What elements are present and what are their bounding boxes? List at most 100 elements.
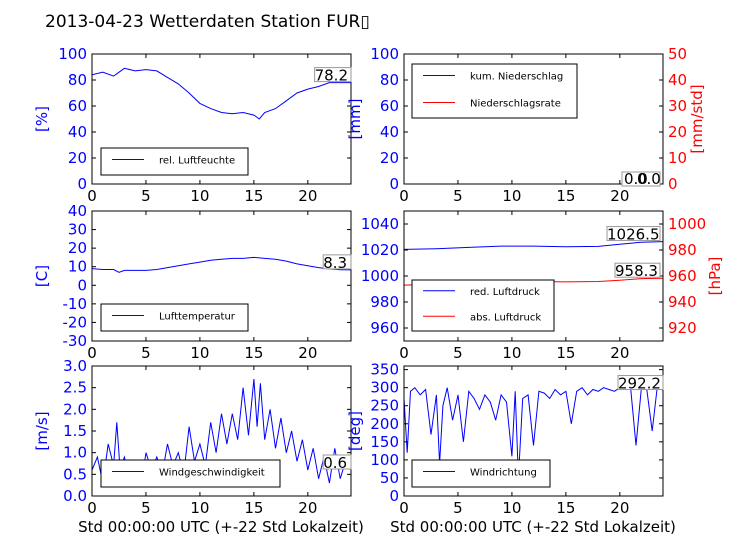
y-tick-label: 2.5 bbox=[63, 379, 87, 397]
annotation-box bbox=[314, 67, 352, 83]
legend-label: Windgeschwindigkeit bbox=[159, 468, 265, 479]
legend-box bbox=[100, 303, 249, 332]
y-tick-label: 40 bbox=[380, 123, 399, 141]
annotation-value: 292.2 bbox=[618, 375, 661, 393]
x-tick-label: 15 bbox=[556, 499, 575, 517]
annotation-box bbox=[322, 254, 352, 270]
x-axis-label-right: Std 00:00:00 UTC (+-22 Std Lokalzeit) bbox=[390, 518, 676, 536]
legend-label: Windrichtung bbox=[470, 468, 537, 479]
x-tick-label: 10 bbox=[190, 344, 209, 362]
x-tick-label: 0 bbox=[399, 499, 409, 517]
y-tick-label: 200 bbox=[370, 415, 399, 433]
legend-label: rel. Luftfeuchte bbox=[159, 156, 235, 167]
axes-frame bbox=[91, 210, 352, 342]
y-tick-label: -20 bbox=[63, 313, 88, 331]
legend-box bbox=[100, 459, 281, 488]
y2-tick-label: 20 bbox=[668, 123, 687, 141]
y-tick-label: 60 bbox=[68, 97, 87, 115]
x-tick-label: 20 bbox=[610, 187, 629, 205]
y-tick-label: 1.5 bbox=[63, 422, 87, 440]
y-axis-label: [m/s] bbox=[33, 411, 51, 450]
annotation-value: 1026.5 bbox=[607, 226, 660, 244]
y2-tick-label: 920 bbox=[668, 319, 697, 337]
y-tick-label: 350 bbox=[370, 361, 399, 379]
x-tick-label: 5 bbox=[141, 344, 151, 362]
x-tick-label: 0 bbox=[399, 344, 409, 362]
x-tick-label: 10 bbox=[502, 187, 521, 205]
annotation-value-2: 0.0 bbox=[637, 170, 661, 188]
x-tick-label: 5 bbox=[453, 187, 463, 205]
legend-label: abs. Luftdruck bbox=[470, 312, 541, 323]
y-axis-label: [%] bbox=[33, 106, 51, 132]
annotation-value-2: 958.3 bbox=[615, 262, 658, 280]
series-line-temperature-0 bbox=[92, 256, 351, 273]
axes-frame bbox=[403, 365, 664, 497]
y-tick-label: 1.0 bbox=[63, 444, 87, 462]
legend-box bbox=[411, 63, 578, 119]
y-tick-label: 3.0 bbox=[63, 357, 87, 375]
x-tick-label: 20 bbox=[610, 344, 629, 362]
series-line-pressure-0 bbox=[404, 241, 663, 250]
x-axis-label-left: Std 00:00:00 UTC (+-22 Std Lokalzeit) bbox=[78, 518, 364, 536]
x-tick-label: 20 bbox=[610, 499, 629, 517]
subplot-humidity: 0 5 10 15 20 0 20 40 60 80 100 [%] 78.2 rel. Luftfeuc… bbox=[33, 45, 352, 205]
subplot-winddir: 0 5 10 15 20050100150200250300350[deg]292.2W… bbox=[346, 361, 664, 517]
y-tick-label: 80 bbox=[68, 71, 87, 89]
y-axis-label: [hPa] bbox=[706, 257, 724, 296]
x-tick-label: 15 bbox=[244, 499, 263, 517]
x-tick-label: 0 bbox=[87, 499, 97, 517]
y-tick-label: 2.0 bbox=[63, 400, 87, 418]
y2-tick-label: 0 bbox=[668, 175, 678, 193]
y-tick-label: 20 bbox=[380, 149, 399, 167]
subplot-precip: 0 5 10 15 20 0 20 40 60 80 100 0 10 20 30 40 50 [mm] [mm/s… bbox=[346, 45, 706, 205]
legend-label: red. Luftdruck bbox=[470, 287, 540, 298]
figure-title: 2013-04-23 Wetterdaten Station FUR▯ bbox=[45, 12, 370, 32]
y-tick-label: 100 bbox=[370, 451, 399, 469]
y-tick-label: 40 bbox=[68, 202, 87, 220]
subplot-pressure: 0 5 10 15 20 960 980 1000 1020 1040 920 940 960 980 10… bbox=[361, 210, 724, 362]
annotation-value: 78.2 bbox=[315, 67, 348, 85]
x-tick-label: 20 bbox=[298, 344, 317, 362]
y-tick-label: 40 bbox=[68, 123, 87, 141]
series-line-humidity-0 bbox=[92, 67, 351, 120]
y-tick-label: 1000 bbox=[361, 267, 399, 285]
y2-tick-label: 1000 bbox=[668, 215, 706, 233]
x-tick-label: 5 bbox=[453, 344, 463, 362]
y-tick-label: 100 bbox=[58, 45, 87, 63]
y2-tick-label: 10 bbox=[668, 149, 687, 167]
series-line-winddir-0 bbox=[404, 382, 663, 478]
x-tick-label: 15 bbox=[244, 344, 263, 362]
x-tick-label: 10 bbox=[502, 499, 521, 517]
annotation-box bbox=[621, 171, 661, 187]
annotation-box bbox=[606, 226, 661, 242]
legend-box bbox=[411, 459, 551, 488]
annotation-value: 0.6 bbox=[323, 454, 347, 472]
x-tick-label: 0 bbox=[87, 344, 97, 362]
x-tick-label: 10 bbox=[190, 187, 209, 205]
y-tick-label: 300 bbox=[370, 379, 399, 397]
y2-tick-label: 940 bbox=[668, 293, 697, 311]
x-tick-label: 20 bbox=[298, 187, 317, 205]
x-tick-label: 15 bbox=[556, 344, 575, 362]
legend-label: Niederschlagsrate bbox=[470, 99, 561, 110]
x-tick-label: 5 bbox=[141, 187, 151, 205]
x-tick-label: 5 bbox=[141, 499, 151, 517]
legend-box bbox=[411, 279, 555, 332]
y-tick-label: 1040 bbox=[361, 215, 399, 233]
y2-tick-label: 30 bbox=[668, 97, 687, 115]
y-tick-label: 0 bbox=[77, 175, 87, 193]
x-tick-label: 15 bbox=[244, 187, 263, 205]
legend-label: kum. Niederschlag bbox=[470, 72, 563, 83]
y-tick-label: 1020 bbox=[361, 241, 399, 259]
y-tick-label: 20 bbox=[68, 149, 87, 167]
y-tick-label: -10 bbox=[63, 295, 88, 313]
y-tick-label: 50 bbox=[380, 469, 399, 487]
y-tick-label: 0 bbox=[77, 276, 87, 294]
annotation-box bbox=[322, 454, 352, 470]
subplot-windspeed: 0 5 10 15 20 0.0 0.5 1.0 1.5 2.0 2.5 3.0 [m/s] 0.6 Win… bbox=[33, 357, 352, 517]
y2-tick-label: 40 bbox=[668, 71, 687, 89]
x-tick-label: 20 bbox=[298, 499, 317, 517]
y-tick-label: -30 bbox=[63, 332, 88, 350]
y-tick-label: 0.0 bbox=[63, 487, 87, 505]
